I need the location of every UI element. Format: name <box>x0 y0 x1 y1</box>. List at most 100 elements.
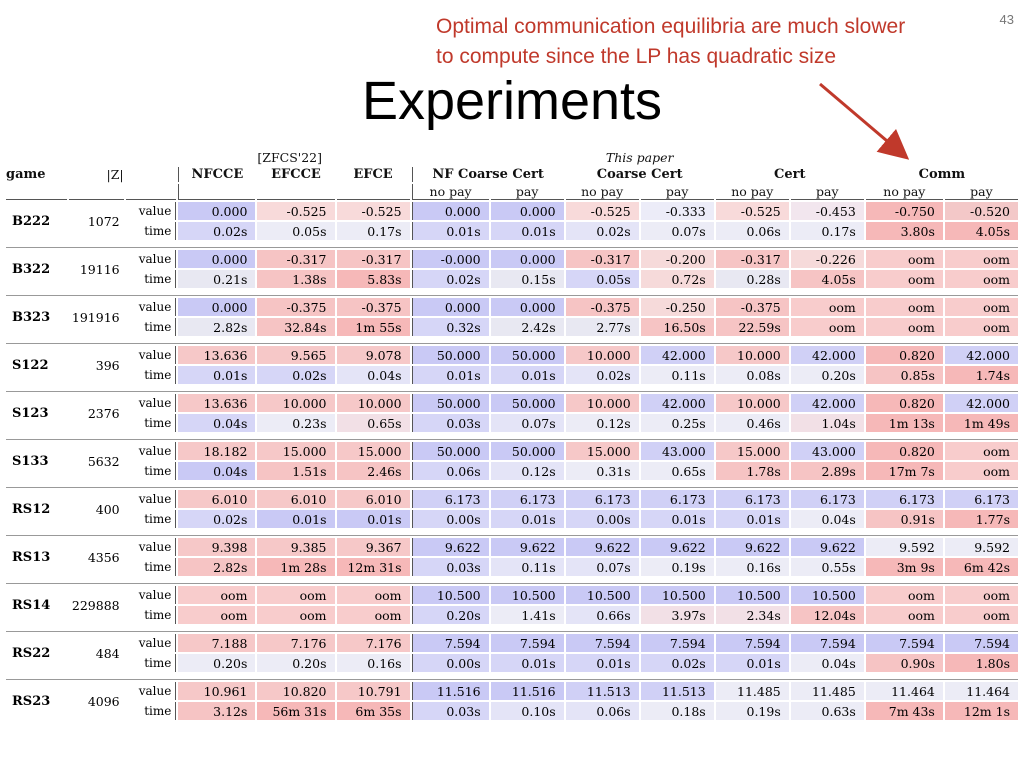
time-cell: 0.72s <box>640 270 714 288</box>
time-cell: 0.55s <box>790 558 864 576</box>
value-cell: 9.622 <box>715 538 789 556</box>
time-cell: 6m 42s <box>944 558 1018 576</box>
value-cell: 50.000 <box>411 442 489 460</box>
value-cell: 11.513 <box>640 682 714 700</box>
time-cell: 0.10s <box>490 702 564 720</box>
table-row: RS14 229888 value oom oom oom 10.500 10.500 10.5… <box>6 586 1018 613</box>
time-cell: 2.89s <box>790 462 864 480</box>
row-type-label: value <box>126 586 177 604</box>
row-type-label: value <box>126 346 177 364</box>
value-cell: 9.622 <box>411 538 489 556</box>
value-cell: 7.594 <box>490 634 564 652</box>
time-cell: 56m 31s <box>257 702 335 720</box>
table-row: B323 191916 value 0.000 -0.375 -0.375 0.000 0.0… <box>6 298 1018 325</box>
value-cell: -0.750 <box>865 202 943 220</box>
time-cell: 0.01s <box>565 654 639 672</box>
page-title: Experiments <box>361 71 663 131</box>
value-cell: 11.516 <box>490 682 564 700</box>
time-cell: 0.85s <box>865 366 943 384</box>
value-cell: 9.565 <box>257 346 335 364</box>
value-cell: oom <box>178 586 256 604</box>
table-row: time 0.02s 0.01s 0.01s 0.00s 0.01s 0.00s 0.01s 0… <box>6 510 1018 528</box>
time-cell: 0.01s <box>490 366 564 384</box>
game-size: 5632 <box>87 453 120 469</box>
value-cell: 0.000 <box>411 298 489 316</box>
value-cell: -0.375 <box>257 298 335 316</box>
time-cell: 5.83s <box>336 270 410 288</box>
value-cell: 50.000 <box>411 346 489 364</box>
time-cell: 0.46s <box>715 414 789 432</box>
annotation-line-2: to compute since the LP has quadratic si… <box>436 45 837 68</box>
value-cell: -0.317 <box>257 250 335 268</box>
value-cell: 10.000 <box>257 394 335 412</box>
value-cell: 50.000 <box>490 346 564 364</box>
col-coarse-cert: Coarse Cert <box>596 167 683 182</box>
col-game: game <box>6 167 46 182</box>
row-separator <box>6 338 1018 344</box>
value-cell: oom <box>944 250 1018 268</box>
value-cell: 10.000 <box>565 394 639 412</box>
value-cell: 0.820 <box>865 346 943 364</box>
value-cell: 10.791 <box>336 682 410 700</box>
time-cell: 0.03s <box>411 414 489 432</box>
value-cell: -0.317 <box>715 250 789 268</box>
value-cell: 15.000 <box>715 442 789 460</box>
value-cell: oom <box>944 586 1018 604</box>
value-cell: 9.367 <box>336 538 410 556</box>
value-cell: 11.516 <box>411 682 489 700</box>
value-cell: 9.078 <box>336 346 410 364</box>
time-cell: 0.01s <box>715 510 789 528</box>
value-cell: -0.333 <box>640 202 714 220</box>
value-cell: 15.000 <box>565 442 639 460</box>
value-cell: 7.594 <box>411 634 489 652</box>
time-cell: 0.11s <box>640 366 714 384</box>
game-size: 400 <box>95 501 120 517</box>
time-cell: 0.18s <box>640 702 714 720</box>
value-cell: 6.173 <box>640 490 714 508</box>
value-cell: 6.173 <box>944 490 1018 508</box>
game-size: 4096 <box>87 693 120 709</box>
time-cell: 12m 1s <box>944 702 1018 720</box>
time-cell: oom <box>944 462 1018 480</box>
game-size: 484 <box>95 645 120 661</box>
time-cell: 0.66s <box>565 606 639 624</box>
time-cell: oom <box>178 606 256 624</box>
table-row: time oom oom oom 0.20s 1.41s 0.66s 3.97s 2.34s 12… <box>6 606 1018 624</box>
time-cell: 0.01s <box>490 654 564 672</box>
row-type-label: value <box>126 442 177 460</box>
game-size: 19116 <box>79 261 120 277</box>
time-cell: 4.05s <box>790 270 864 288</box>
value-cell: 11.464 <box>865 682 943 700</box>
row-type-label: time <box>126 558 177 576</box>
row-separator <box>6 434 1018 440</box>
row-separator <box>6 626 1018 632</box>
time-cell: 0.01s <box>715 654 789 672</box>
value-cell: -0.375 <box>565 298 639 316</box>
time-cell: 2.82s <box>178 318 256 336</box>
time-cell: 0.65s <box>336 414 410 432</box>
time-cell: 0.19s <box>640 558 714 576</box>
value-cell: 11.464 <box>944 682 1018 700</box>
game-name: B322 <box>12 261 51 277</box>
value-cell: oom <box>257 586 335 604</box>
row-type-label: value <box>126 298 177 316</box>
time-cell: 1.41s <box>490 606 564 624</box>
value-cell: 0.000 <box>411 202 489 220</box>
table-row: time 2.82s 32.84s 1m 55s 0.32s 2.42s 2.77s 16.5… <box>6 318 1018 336</box>
time-cell: 0.05s <box>565 270 639 288</box>
game-size: 396 <box>95 357 120 373</box>
time-cell: 0.02s <box>178 222 256 240</box>
value-cell: 10.820 <box>257 682 335 700</box>
value-cell: 50.000 <box>490 442 564 460</box>
value-cell: 10.500 <box>411 586 489 604</box>
value-cell: 11.485 <box>790 682 864 700</box>
value-cell: -0.226 <box>790 250 864 268</box>
time-cell: 2.34s <box>715 606 789 624</box>
value-cell: 10.500 <box>715 586 789 604</box>
row-separator <box>6 530 1018 536</box>
value-cell: -0.375 <box>715 298 789 316</box>
time-cell: 0.06s <box>565 702 639 720</box>
game-name: RS13 <box>12 549 51 565</box>
value-cell: 7.176 <box>257 634 335 652</box>
value-cell: 6.010 <box>336 490 410 508</box>
